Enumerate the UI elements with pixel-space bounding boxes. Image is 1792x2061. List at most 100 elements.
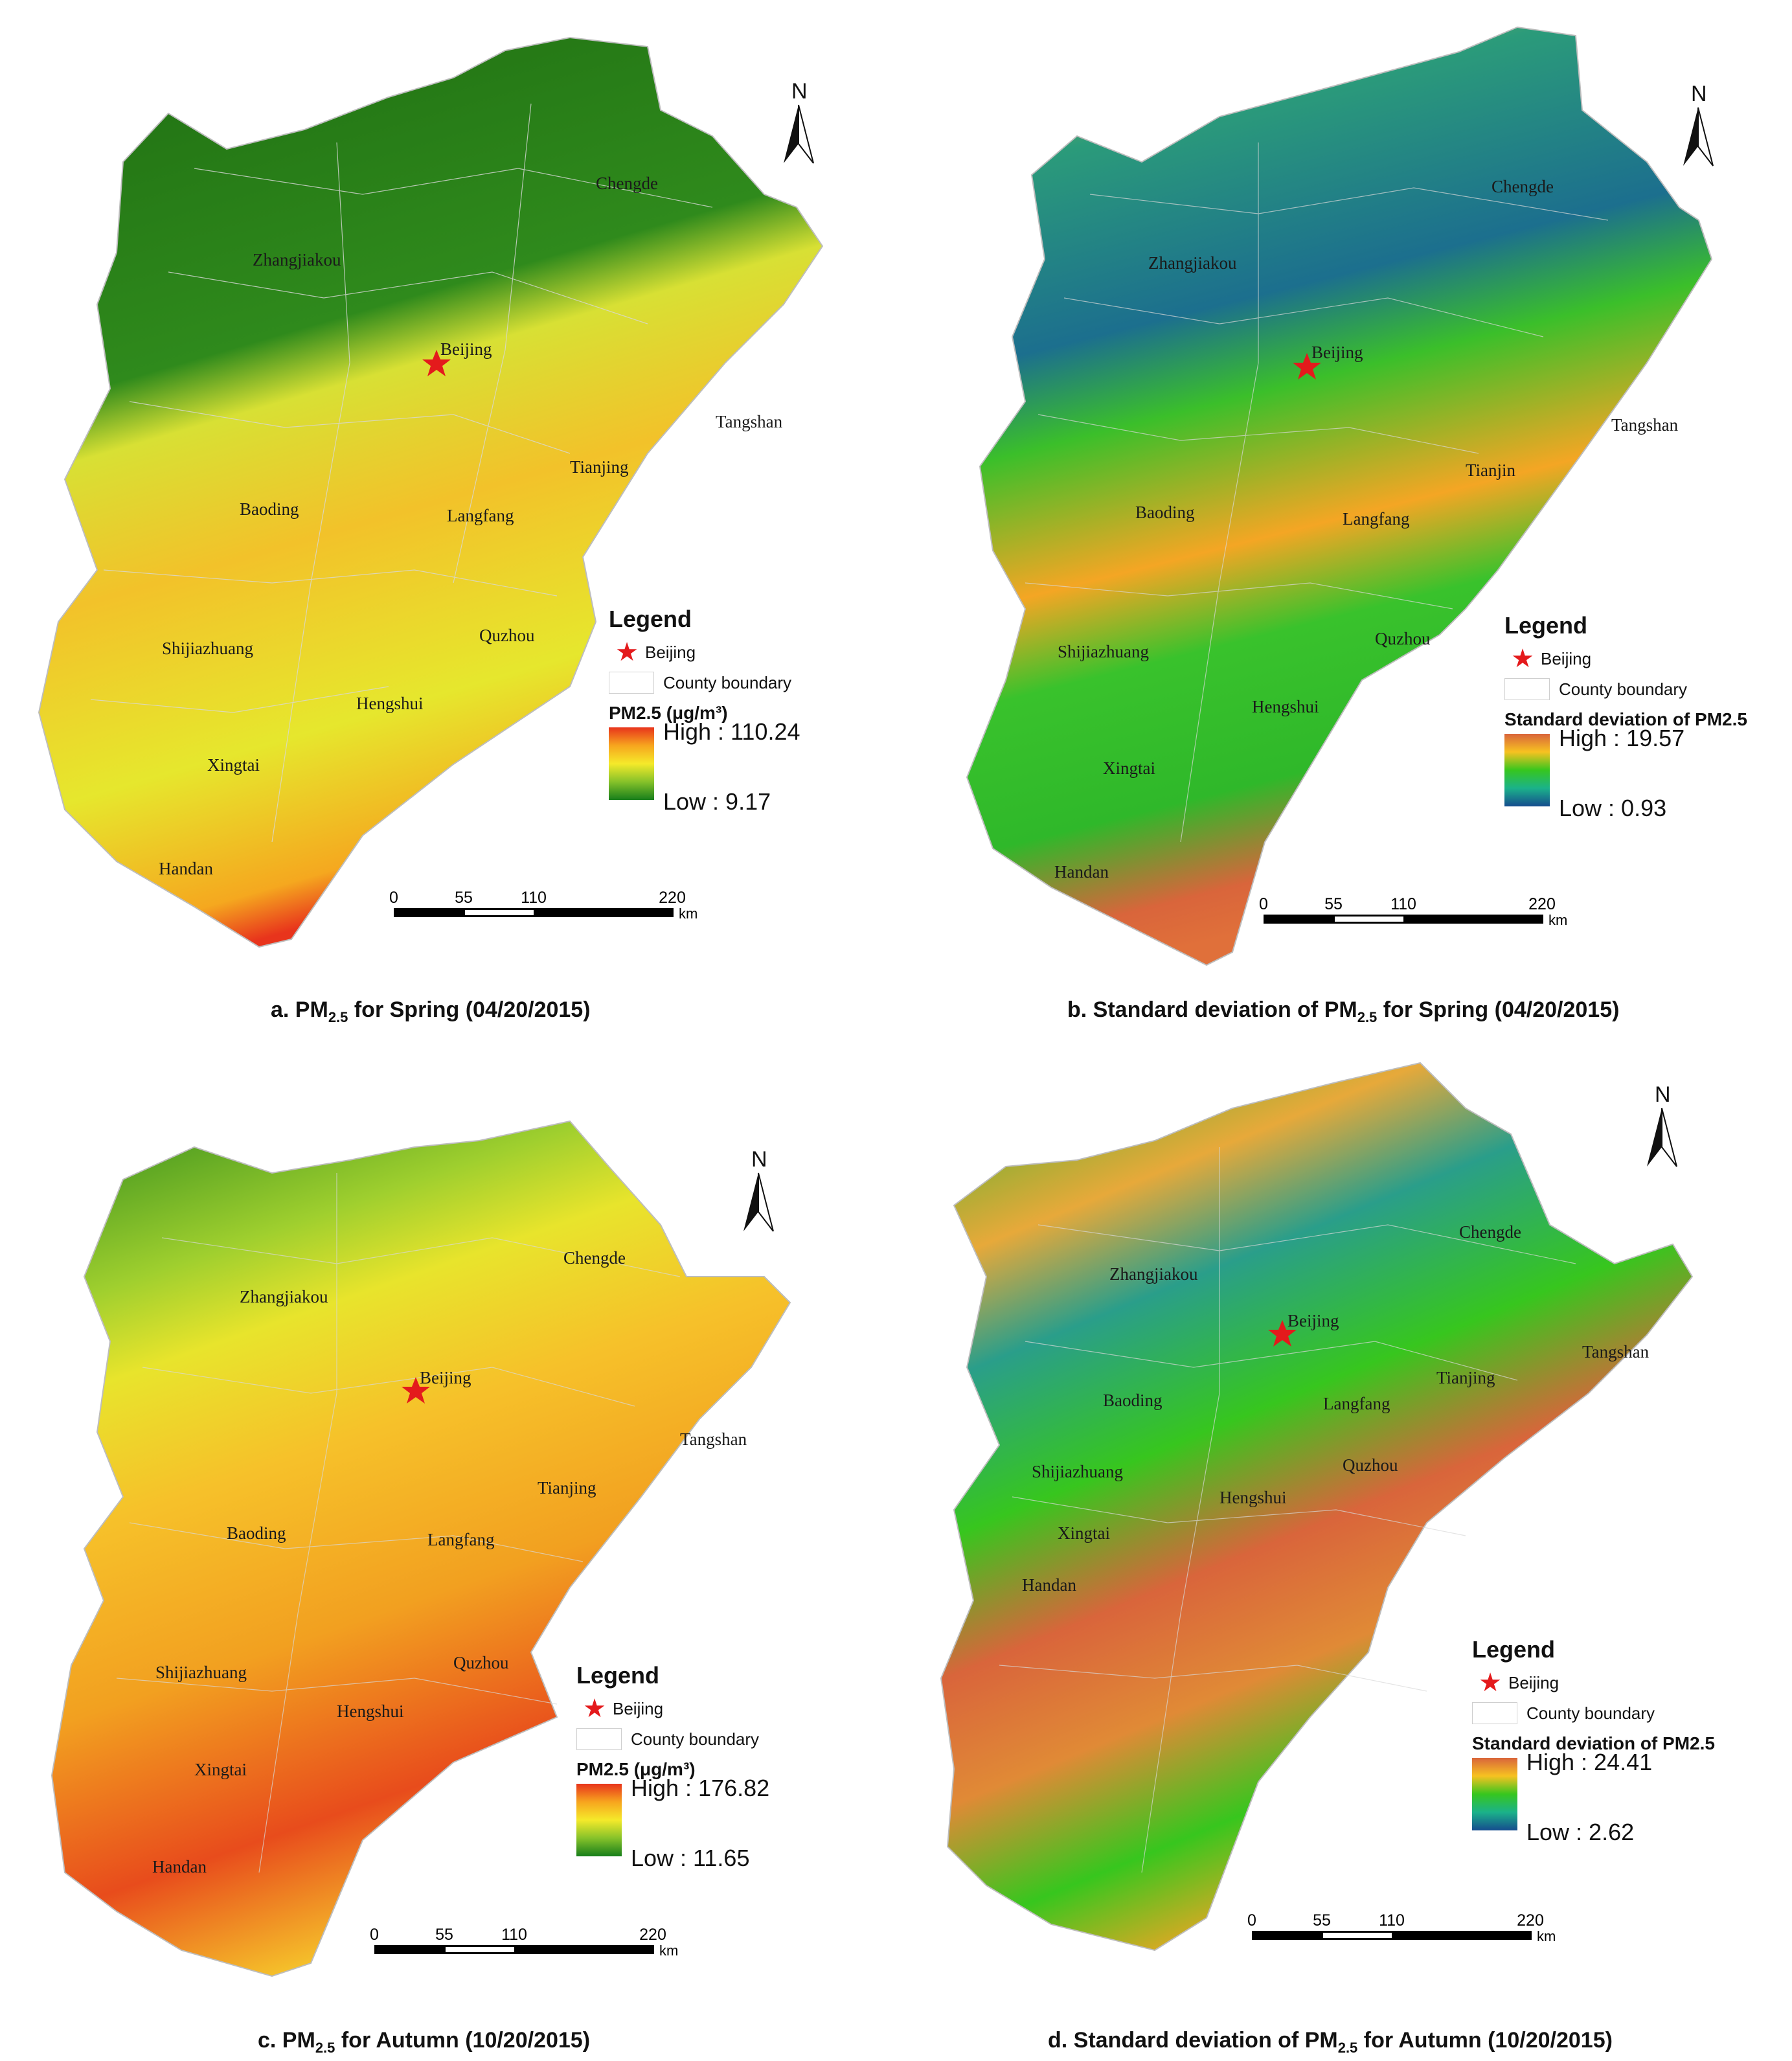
- scale-unit: km: [679, 905, 698, 922]
- legend-low-label: Low : 9.17: [663, 788, 771, 815]
- color-ramp: [1504, 734, 1550, 806]
- scale-tick: 0: [1259, 895, 1268, 913]
- city-label-baoding: Baoding: [1135, 503, 1195, 522]
- legend-label-beijing: Beijing: [613, 1698, 664, 1718]
- legend: Legend ★ Beijing County boundary PM2.5 (μ…: [609, 606, 800, 815]
- legend-label-county: County boundary: [1526, 1703, 1655, 1723]
- legend-label-county: County boundary: [1559, 679, 1688, 699]
- legend-label-county: County boundary: [663, 672, 792, 692]
- city-label-beijing: Beijing: [420, 1368, 471, 1387]
- scale-tick: 0: [389, 889, 398, 907]
- legend-item-beijing: ★ Beijing: [1504, 646, 1747, 672]
- pm25-raster-map: Chengde Zhangjiakou Beijing Tangshan Tia…: [38, 36, 824, 948]
- city-label-chengde: Chengde: [596, 174, 658, 193]
- pm25-stddev-map: Chengde Zhangjiakou Beijing Tangshan Tia…: [966, 26, 1714, 966]
- city-label-handan: Handan: [152, 1857, 207, 1876]
- legend: Legend ★ Beijing County boundary Standard…: [1504, 612, 1747, 822]
- city-label-beijing: Beijing: [1287, 1311, 1339, 1330]
- legend-title: Legend: [1472, 1636, 1556, 1663]
- legend-label-beijing: Beijing: [1541, 648, 1592, 668]
- legend: Legend ★ Beijing County boundary PM2.5 (μ…: [576, 1662, 769, 1872]
- scale-bar: 0 55 110 220 km: [370, 1926, 678, 1959]
- legend-item-county: County boundary: [609, 672, 800, 694]
- city-label-baoding: Baoding: [1103, 1391, 1163, 1410]
- scale-tick: 220: [639, 1926, 666, 1944]
- star-icon: ★: [1511, 644, 1534, 673]
- city-label-zhangjiakou: Zhangjiakou: [1148, 253, 1237, 273]
- svg-text:N: N: [751, 1147, 767, 1172]
- map-panel-a: Chengde Zhangjiakou Beijing Tangshan Tia…: [0, 0, 896, 1030]
- pm25-raster-map: Chengde Zhangjiakou Beijing Tangshan Tia…: [51, 1120, 791, 1977]
- city-label-xingtai: Xingtai: [1103, 758, 1155, 778]
- city-label-zhangjiakou: Zhangjiakou: [240, 1287, 328, 1306]
- beijing-star: [1293, 353, 1321, 380]
- scale-tick: 0: [370, 1926, 379, 1944]
- figure-caption: a. PM2.5 for Spring (04/20/2015): [271, 997, 591, 1025]
- beijing-star: [402, 1377, 430, 1404]
- legend-title: Legend: [576, 1662, 660, 1689]
- city-label-quzhou: Quzhou: [479, 626, 535, 645]
- map-panel-c: Chengde Zhangjiakou Beijing Tangshan Tia…: [0, 1030, 896, 2061]
- legend-high-label: High : 24.41: [1526, 1749, 1653, 1775]
- beijing-star: [422, 350, 451, 376]
- color-ramp: [576, 1784, 622, 1856]
- city-label-shijiazhuang: Shijiazhuang: [162, 639, 253, 658]
- scale-tick: 220: [659, 889, 686, 907]
- city-label-xingtai: Xingtai: [207, 755, 260, 775]
- figure-caption: b. Standard deviation of PM2.5 for Sprin…: [1067, 997, 1620, 1025]
- city-label-handan: Handan: [1022, 1575, 1076, 1595]
- city-label-zhangjiakou: Zhangjiakou: [253, 250, 341, 269]
- legend-item-county: County boundary: [576, 1728, 769, 1750]
- north-arrow-icon: N: [743, 1147, 774, 1232]
- legend-low-label: Low : 11.65: [631, 1845, 750, 1871]
- city-label-langfang: Langfang: [1343, 509, 1409, 529]
- legend-label-beijing: Beijing: [1508, 1672, 1559, 1692]
- city-label-hengshui: Hengshui: [337, 1702, 404, 1721]
- city-label-tianjin: Tianjin: [1466, 461, 1516, 480]
- city-label-chengde: Chengde: [563, 1248, 626, 1268]
- city-label-tianjin: Tianjing: [570, 457, 629, 477]
- scale-tick: 55: [435, 1926, 453, 1944]
- city-label-hengshui: Hengshui: [1219, 1488, 1287, 1507]
- legend-title: Legend: [609, 606, 692, 632]
- legend-label-county: County boundary: [631, 1729, 760, 1749]
- scale-tick: 0: [1247, 1911, 1256, 1930]
- legend-item-county: County boundary: [1504, 678, 1747, 700]
- legend-label-beijing: Beijing: [645, 642, 696, 662]
- county-boundary-symbol: [1504, 678, 1550, 700]
- north-arrow-icon: N: [784, 79, 814, 164]
- figure-caption: c. PM2.5 for Autumn (10/20/2015): [258, 2028, 591, 2056]
- city-label-langfang: Langfang: [1323, 1394, 1390, 1413]
- star-icon: ★: [615, 638, 639, 666]
- city-label-zhangjiakou: Zhangjiakou: [1109, 1264, 1198, 1284]
- scale-tick: 110: [1390, 895, 1416, 913]
- scale-tick: 110: [1379, 1911, 1405, 1930]
- city-label-handan: Handan: [159, 859, 213, 878]
- city-label-langfang: Langfang: [447, 506, 514, 525]
- legend-high-label: High : 110.24: [663, 718, 800, 745]
- scale-tick: 55: [1313, 1911, 1331, 1930]
- figure-caption: d. Standard deviation of PM2.5 for Autum…: [1048, 2028, 1613, 2056]
- city-label-beijing: Beijing: [1311, 343, 1363, 362]
- city-label-tangshan: Tangshan: [716, 412, 783, 431]
- svg-text:N: N: [1655, 1082, 1671, 1107]
- county-boundary-symbol: [609, 672, 654, 694]
- scale-tick: 110: [501, 1926, 527, 1944]
- scale-unit: km: [659, 1942, 679, 1959]
- city-label-handan: Handan: [1054, 862, 1109, 882]
- legend-low-label: Low : 2.62: [1526, 1819, 1635, 1845]
- county-boundary-symbol: [1472, 1702, 1517, 1724]
- scale-bar: 0 55 110 220 km: [1259, 895, 1567, 928]
- legend: Legend ★ Beijing County boundary Standard…: [1472, 1636, 1715, 1846]
- city-label-tianjin: Tianjing: [1436, 1368, 1495, 1387]
- legend-low-label: Low : 0.93: [1559, 795, 1667, 821]
- legend-high-label: High : 176.82: [631, 1775, 770, 1801]
- legend-item-beijing: ★ Beijing: [609, 639, 800, 665]
- city-label-shijiazhuang: Shijiazhuang: [155, 1663, 247, 1682]
- north-arrow-icon: N: [1683, 82, 1714, 166]
- legend-item-beijing: ★ Beijing: [576, 1696, 769, 1722]
- scale-tick: 220: [1528, 895, 1556, 913]
- map-panel-b: Chengde Zhangjiakou Beijing Tangshan Tia…: [896, 0, 1792, 1030]
- city-label-tangshan: Tangshan: [1582, 1342, 1650, 1361]
- pm25-stddev-map: Chengde Zhangjiakou Beijing Tangshan Tia…: [940, 1062, 1694, 1952]
